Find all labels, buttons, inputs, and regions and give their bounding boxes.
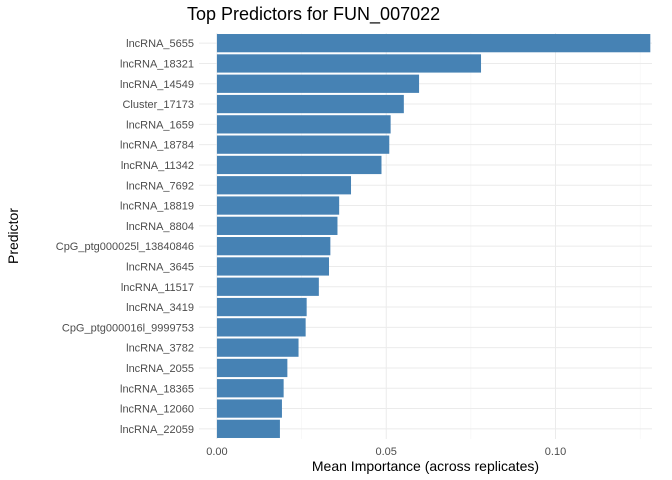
- y-tick-label: lncRNA_18321: [120, 58, 194, 70]
- y-tick-labels: lncRNA_5655 lncRNA_18321 lncRNA_14549 Clust…: [56, 38, 194, 436]
- x-tick-label: 0.00: [206, 446, 227, 458]
- bar: [216, 196, 340, 215]
- y-tick-label: lncRNA_11342: [121, 160, 194, 172]
- y-tick-label: lncRNA_18365: [120, 383, 194, 395]
- y-tick-label: lncRNA_22059: [120, 424, 194, 436]
- y-tick-label: CpG_ptg000025l_13840846: [56, 241, 194, 253]
- bar: [216, 176, 352, 195]
- y-tick-label: lncRNA_14549: [120, 79, 194, 91]
- y-tick-label: lncRNA_3419: [126, 302, 194, 314]
- y-tick-label: lncRNA_18784: [120, 140, 194, 152]
- y-tick-label: lncRNA_1659: [126, 119, 194, 131]
- y-tick-label: lncRNA_18819: [120, 201, 194, 213]
- y-tick-label: CpG_ptg000016l_9999753: [62, 322, 194, 334]
- bar: [216, 338, 299, 357]
- bars: [216, 34, 651, 438]
- y-tick-label: lncRNA_3645: [126, 261, 194, 273]
- bar: [216, 216, 338, 235]
- y-tick-label: lncRNA_5655: [126, 38, 194, 50]
- y-tick-label: lncRNA_2055: [126, 363, 194, 375]
- bar: [216, 419, 280, 438]
- grid: [199, 33, 652, 439]
- y-tick-label: lncRNA_7692: [126, 180, 194, 192]
- bar: [216, 115, 391, 134]
- bar: [216, 54, 482, 73]
- y-tick-label: Cluster_17173: [122, 99, 194, 111]
- y-tick-label: lncRNA_3782: [126, 343, 194, 355]
- bar: [216, 297, 307, 317]
- x-tick-labels: 0.00 0.05 0.10: [206, 446, 566, 458]
- bar: [216, 34, 651, 53]
- y-tick-label: lncRNA_11517: [121, 282, 194, 294]
- bar: [216, 318, 306, 337]
- chart-title: Top Predictors for FUN_007022: [187, 4, 440, 25]
- x-tick-label: 0.10: [545, 446, 566, 458]
- bar: [216, 257, 330, 276]
- y-tick-label: lncRNA_8804: [126, 221, 194, 233]
- x-axis-title: Mean Importance (across replicates): [312, 458, 539, 474]
- bar: [216, 358, 288, 378]
- bar: [216, 399, 282, 418]
- y-axis-title: Predictor: [5, 208, 21, 264]
- bar: [216, 155, 382, 175]
- bar: [216, 94, 404, 114]
- bar: [216, 277, 319, 296]
- bar: [216, 237, 331, 256]
- bar: [216, 379, 284, 398]
- y-tick-label: lncRNA_12060: [120, 404, 194, 416]
- bar: [216, 135, 390, 154]
- bar: [216, 74, 420, 93]
- x-tick-label: 0.05: [376, 446, 397, 458]
